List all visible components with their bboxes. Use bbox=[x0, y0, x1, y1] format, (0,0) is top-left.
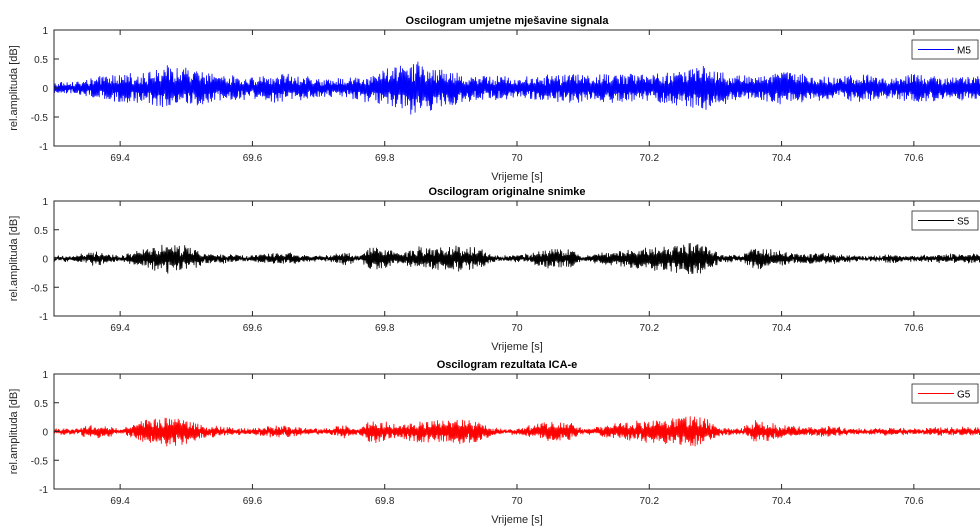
x-tick-label: 69.4 bbox=[110, 153, 130, 164]
x-tick-label: 69.8 bbox=[375, 496, 395, 507]
signal-line-M5 bbox=[54, 61, 980, 115]
y-tick-label: -0.5 bbox=[31, 283, 49, 294]
x-tick-label: 70.2 bbox=[640, 323, 660, 334]
legend: M5 bbox=[911, 39, 979, 60]
x-tick-label: 70.6 bbox=[904, 323, 924, 334]
x-tick-label: 70.2 bbox=[640, 153, 660, 164]
y-axis-label: rel.amplituda [dB] bbox=[8, 216, 20, 302]
x-tick-label: 69.6 bbox=[243, 153, 263, 164]
legend-label: G5 bbox=[957, 390, 971, 401]
x-tick-label: 69.8 bbox=[375, 153, 395, 164]
x-tick-label: 69.8 bbox=[375, 323, 395, 334]
x-tick-label: 70 bbox=[511, 323, 523, 334]
chart-panel-1: Oscilogram umjetne mješavine signala rel.… bbox=[8, 15, 980, 183]
legend: G5 bbox=[911, 383, 979, 404]
x-axis-label: Vrijeme [s] bbox=[491, 171, 543, 183]
y-tick-label: -1 bbox=[39, 142, 48, 153]
legend: S5 bbox=[911, 210, 979, 231]
x-tick-label: 70.2 bbox=[640, 496, 660, 507]
x-tick-label: 69.4 bbox=[110, 323, 130, 334]
y-tick-label: 0 bbox=[42, 84, 48, 95]
y-tick-label: 0 bbox=[42, 428, 48, 439]
y-tick-label: 0.5 bbox=[34, 226, 48, 237]
x-tick-label: 69.6 bbox=[243, 496, 263, 507]
y-tick-label: -1 bbox=[39, 312, 48, 323]
y-tick-label: 1 bbox=[42, 26, 48, 37]
x-axis-label: Vrijeme [s] bbox=[491, 341, 543, 353]
chart-panel-2: Oscilogram originalne snimke rel.amplitud… bbox=[8, 186, 980, 353]
y-axis-label: rel.amplituda [dB] bbox=[8, 45, 20, 131]
y-tick-label: -0.5 bbox=[31, 456, 49, 467]
x-tick-label: 70.6 bbox=[904, 153, 924, 164]
y-tick-label: 0.5 bbox=[34, 399, 48, 410]
chart-panel-3: Oscilogram rezultata ICA-e rel.amplituda … bbox=[8, 359, 980, 526]
legend-label: M5 bbox=[957, 46, 971, 57]
chart-title: Oscilogram umjetne mješavine signala bbox=[406, 15, 610, 27]
y-tick-label: -1 bbox=[39, 485, 48, 496]
y-tick-label: 1 bbox=[42, 370, 48, 381]
x-axis-label: Vrijeme [s] bbox=[491, 514, 543, 526]
chart-title: Oscilogram rezultata ICA-e bbox=[437, 359, 578, 371]
x-tick-label: 70.6 bbox=[904, 496, 924, 507]
legend-label: S5 bbox=[957, 217, 970, 228]
x-tick-label: 69.4 bbox=[110, 496, 130, 507]
y-tick-label: 0 bbox=[42, 255, 48, 266]
y-axis-label: rel.amplituda [dB] bbox=[8, 389, 20, 475]
x-tick-label: 69.6 bbox=[243, 323, 263, 334]
y-tick-label: 0.5 bbox=[34, 55, 48, 66]
x-tick-label: 70.4 bbox=[772, 323, 792, 334]
signal-line-G5 bbox=[54, 416, 980, 447]
chart-title: Oscilogram originalne snimke bbox=[428, 186, 585, 198]
x-tick-label: 70.4 bbox=[772, 153, 792, 164]
y-tick-label: 1 bbox=[42, 197, 48, 208]
signal-line-S5 bbox=[54, 242, 980, 275]
x-tick-label: 70.4 bbox=[772, 496, 792, 507]
x-tick-label: 70 bbox=[511, 496, 523, 507]
x-tick-label: 70 bbox=[511, 153, 523, 164]
y-tick-label: -0.5 bbox=[31, 113, 49, 124]
